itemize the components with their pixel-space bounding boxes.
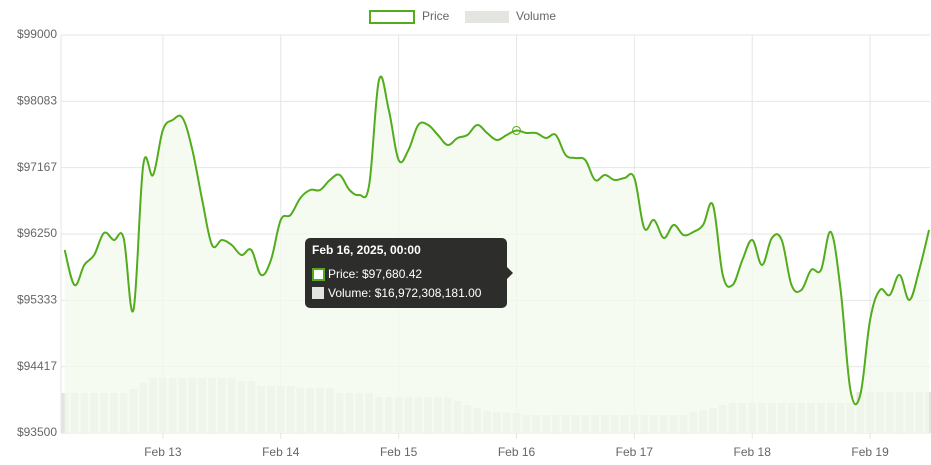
y-tick-label: $93500 (17, 425, 57, 439)
tooltip-line: Price: $97,680.42 (328, 267, 422, 281)
tooltip-title: Feb 16, 2025, 00:00 (312, 243, 421, 257)
price-line (63, 75, 930, 406)
x-tick-label: Feb 14 (262, 445, 300, 459)
y-tick-label: $95333 (17, 293, 57, 307)
y-tick-label: $98083 (17, 94, 57, 108)
y-tick-label: $99000 (17, 27, 57, 41)
tooltip-line: Volume: $16,972,308,181.00 (328, 286, 482, 300)
x-tick-label: Feb 19 (851, 445, 889, 459)
x-tick-label: Feb 15 (380, 445, 418, 459)
tooltip-caret (507, 267, 513, 279)
legend-swatch (465, 11, 509, 23)
legend-label: Volume (516, 9, 556, 23)
x-tick-label: Feb 13 (144, 445, 182, 459)
x-tick-label: Feb 17 (616, 445, 654, 459)
legend: Price Volume (369, 9, 556, 24)
x-tick-label: Feb 18 (734, 445, 772, 459)
legend-label: Price (422, 9, 450, 23)
hover-point (511, 125, 521, 135)
tooltip: Feb 16, 2025, 00:00 Price: $97,680.42 Volu… (305, 238, 513, 308)
y-tick-label: $97167 (17, 160, 57, 174)
x-tick-label: Feb 16 (498, 445, 536, 459)
legend-swatch (369, 10, 415, 24)
tooltip-swatch (312, 287, 324, 299)
tooltip-swatch (312, 268, 325, 281)
tooltip-box (305, 238, 507, 308)
y-tick-label: $96250 (17, 226, 57, 240)
y-tick-label: $94417 (17, 359, 57, 373)
